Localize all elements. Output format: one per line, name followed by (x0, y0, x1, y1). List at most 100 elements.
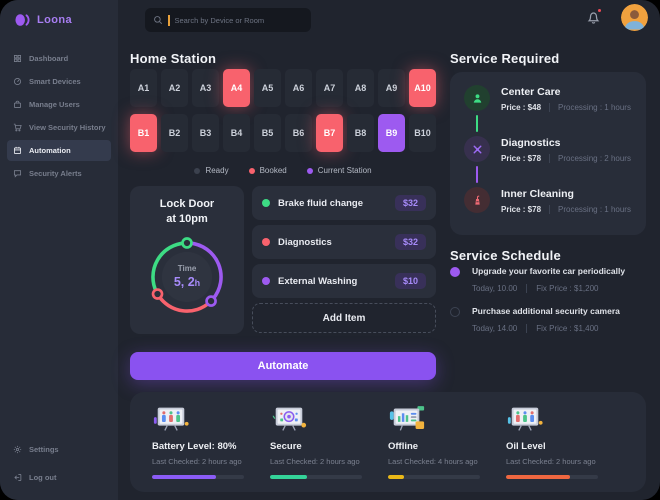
automate-button[interactable]: Automate (130, 352, 436, 380)
text-cursor (168, 14, 170, 26)
progress-bar (506, 475, 598, 479)
status-dot-icon (262, 277, 270, 285)
timer-dial[interactable]: Time 5, 2h (144, 234, 230, 320)
app-logo: Loona (13, 11, 72, 29)
booked-dot-icon (248, 167, 255, 174)
station-cell[interactable]: A4 (223, 69, 250, 107)
service-item-list: Brake fluid change $32 Diagnostics $32 E… (252, 186, 436, 333)
divider (549, 154, 551, 163)
station-cell[interactable]: B8 (347, 114, 374, 152)
station-cell[interactable]: A3 (192, 69, 219, 107)
station-cell[interactable]: B10 (409, 114, 436, 152)
gauge-icon (13, 77, 22, 86)
sidebar-item-automation[interactable]: Automation (7, 140, 111, 161)
station-cell[interactable]: A9 (378, 69, 405, 107)
required-item-price: Price : $48 (501, 103, 542, 112)
user-avatar[interactable] (621, 4, 648, 31)
search-input[interactable] (174, 15, 303, 25)
chat-icon (13, 169, 22, 178)
cleaner-icon (464, 187, 490, 213)
service-row-brake-fluid[interactable]: Brake fluid change $32 (252, 186, 436, 220)
current-dot-icon (306, 167, 313, 174)
station-cell[interactable]: A2 (161, 69, 188, 107)
station-cell[interactable]: B1 (130, 114, 157, 152)
station-cell[interactable]: A5 (254, 69, 281, 107)
service-row-external-washing[interactable]: External Washing $10 (252, 264, 436, 298)
legend-label: Current Station (317, 166, 372, 175)
required-item-price: Price : $78 (501, 154, 542, 163)
sidebar-item-logout[interactable]: Log out (7, 467, 111, 488)
service-row-label: Diagnostics (278, 236, 332, 248)
progress-bar (388, 475, 480, 479)
schedule-item-time: Today, 10.00 (472, 284, 518, 294)
sidebar-item-settings[interactable]: Settings (7, 439, 111, 460)
sidebar-item-label: Automation (29, 146, 71, 155)
station-cell[interactable]: A10 (409, 69, 436, 107)
required-item-diagnostics[interactable]: Diagnostics Price : $78 Processing : 2 h… (464, 136, 646, 187)
price-badge: $32 (394, 234, 426, 250)
station-cell[interactable]: A7 (316, 69, 343, 107)
service-row-diagnostics[interactable]: Diagnostics $32 (252, 225, 436, 259)
legend-booked: Booked (248, 166, 287, 175)
grid-icon (13, 54, 22, 63)
station-cell[interactable]: B4 (223, 114, 250, 152)
timer-value: 5, 2h (173, 275, 201, 290)
station-cell[interactable]: B2 (161, 114, 188, 152)
required-item-name: Diagnostics (501, 137, 561, 149)
timer-readout: Time 5, 2h (144, 234, 230, 320)
jack-icon (464, 136, 490, 162)
status-card-title: Secure (270, 441, 302, 452)
status-card-offline[interactable]: Offline Last Checked: 4 hours ago (388, 404, 506, 492)
sidebar-item-label: Log out (29, 473, 57, 482)
radio-selected-icon[interactable] (450, 267, 460, 277)
status-card-title: Offline (388, 441, 419, 452)
station-cell[interactable]: B3 (192, 114, 219, 152)
schedule-item-security-camera[interactable]: Purchase additional security camera Toda… (450, 305, 650, 334)
station-cell[interactable]: B7 (316, 114, 343, 152)
home-station-title: Home Station (130, 51, 217, 66)
price-badge: $10 (394, 273, 426, 289)
divider (526, 284, 528, 294)
service-required-card: Center Care Price : $48 Processing : 1 h… (450, 72, 646, 235)
status-card-subtitle: Last Checked: 2 hours ago (506, 457, 596, 466)
divider (549, 205, 551, 214)
status-card-oil[interactable]: Oil Level Last Checked: 2 hours ago (506, 404, 624, 492)
sidebar-item-manage-users[interactable]: Manage Users (7, 94, 111, 115)
notifications-bell-icon[interactable] (586, 8, 602, 27)
station-cell[interactable]: A6 (285, 69, 312, 107)
required-item-inner-cleaning[interactable]: Inner Cleaning Price : $78 Processing : … (464, 187, 646, 214)
sidebar-item-label: Settings (29, 445, 59, 454)
sidebar-item-dashboard[interactable]: Dashboard (7, 48, 111, 69)
add-item-button[interactable]: Add Item (252, 303, 436, 333)
sidebar: Loona Dashboard Smart Devices Manage Use… (0, 0, 118, 500)
required-item-center-care[interactable]: Center Care Price : $48 Processing : 1 h… (464, 85, 646, 136)
sidebar-item-security-alerts[interactable]: Security Alerts (7, 163, 111, 184)
sidebar-item-view-security-history[interactable]: View Security History (7, 117, 111, 138)
ready-dot-icon (194, 167, 201, 174)
schedule-item-upgrade-car[interactable]: Upgrade your favorite car periodically T… (450, 265, 650, 294)
calendar-icon (13, 146, 22, 155)
sidebar-item-smart-devices[interactable]: Smart Devices (7, 71, 111, 92)
station-legend: Ready Booked Current Station (130, 166, 436, 175)
monitor-lock-illustration (270, 404, 388, 434)
search-icon (153, 15, 163, 25)
loona-logo-icon (13, 11, 31, 29)
logout-icon (13, 473, 22, 482)
status-card-secure[interactable]: Secure Last Checked: 2 hours ago (270, 404, 388, 492)
station-cell[interactable]: B9 (378, 114, 405, 152)
station-cell[interactable]: B6 (285, 114, 312, 152)
sidebar-footer: Settings Log out (7, 439, 111, 488)
legend-label: Booked (259, 166, 287, 175)
status-card-battery[interactable]: Battery Level: 80% Last Checked: 2 hours… (152, 404, 270, 492)
service-schedule-list: Upgrade your favorite car periodically T… (450, 265, 650, 345)
required-item-processing: Processing : 1 hours (558, 103, 631, 112)
progress-bar (152, 475, 244, 479)
service-required-title: Service Required (450, 51, 560, 66)
lock-door-card: Lock Door at 10pm Time 5, 2h (130, 186, 244, 334)
radio-unselected-icon[interactable] (450, 307, 460, 318)
station-cell[interactable]: A8 (347, 69, 374, 107)
station-cell[interactable]: A1 (130, 69, 157, 107)
station-cell[interactable]: B5 (254, 114, 281, 152)
service-row-label: External Washing (278, 275, 358, 287)
